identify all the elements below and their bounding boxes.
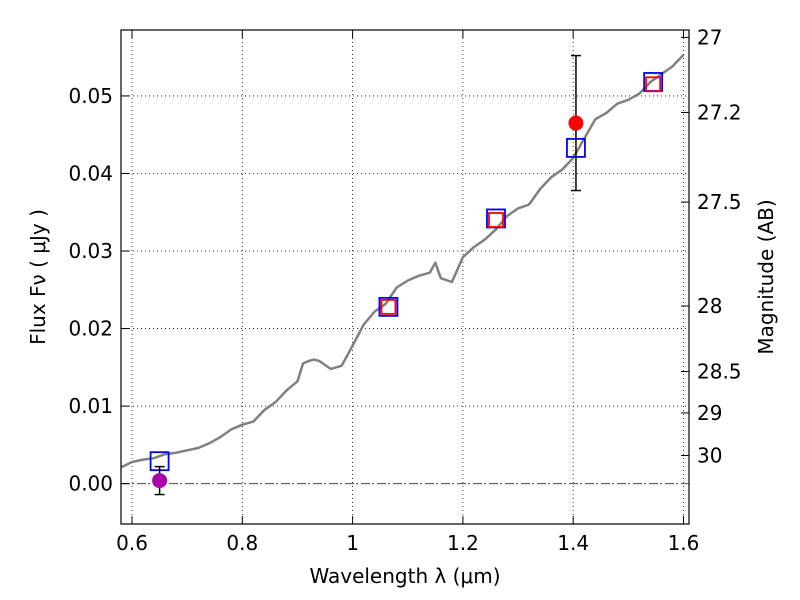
y-tick-label: 0.01: [68, 394, 113, 418]
synthetic-photometry-point: [378, 296, 399, 317]
y2-tick-label: 28: [697, 294, 722, 318]
measured-nondetection-point: [152, 473, 168, 489]
x-tick-label: 1: [346, 531, 359, 555]
x-tick-label: 1.6: [668, 531, 700, 555]
y2-tick-label: 27: [697, 25, 722, 49]
y-tick-label: 0.05: [68, 84, 113, 108]
y-tick-label: 0.04: [68, 161, 113, 185]
y2-axis-label: Magnitude (AB): [754, 199, 778, 354]
x-tick-label: 0.6: [116, 531, 148, 555]
y-tick-label: 0.03: [68, 239, 113, 263]
x-axis-label: Wavelength λ (μm): [309, 564, 500, 588]
y-tick-label: 0.00: [68, 472, 113, 496]
plot-area: [120, 53, 685, 496]
x-tick-label: 1.4: [557, 531, 589, 555]
observed-photometry-point: [380, 298, 397, 315]
y2-tick-label: 29: [697, 401, 722, 425]
y-tick-label: 0.02: [68, 317, 113, 341]
y-axis-label: Flux Fν ( μJy ): [26, 209, 50, 345]
y2-tick-label: 28.5: [697, 360, 742, 384]
x-tick-label: 0.8: [226, 531, 258, 555]
y2-tick-label: 27.2: [697, 100, 742, 124]
axes-frame: [120, 29, 690, 525]
observed-photometry-point: [645, 76, 662, 93]
observed-photometry-point: [488, 212, 504, 228]
y2-tick-label: 30: [697, 444, 722, 468]
measured-detection-point: [568, 115, 584, 131]
y2-tick-label: 27.5: [697, 190, 742, 214]
ticks: 0.6 0.8 1 1.2 1.4 1.6 0.00 0.01 0.02 0.03 0.04 0.05…: [68, 25, 741, 555]
x-tick-label: 1.2: [447, 531, 479, 555]
